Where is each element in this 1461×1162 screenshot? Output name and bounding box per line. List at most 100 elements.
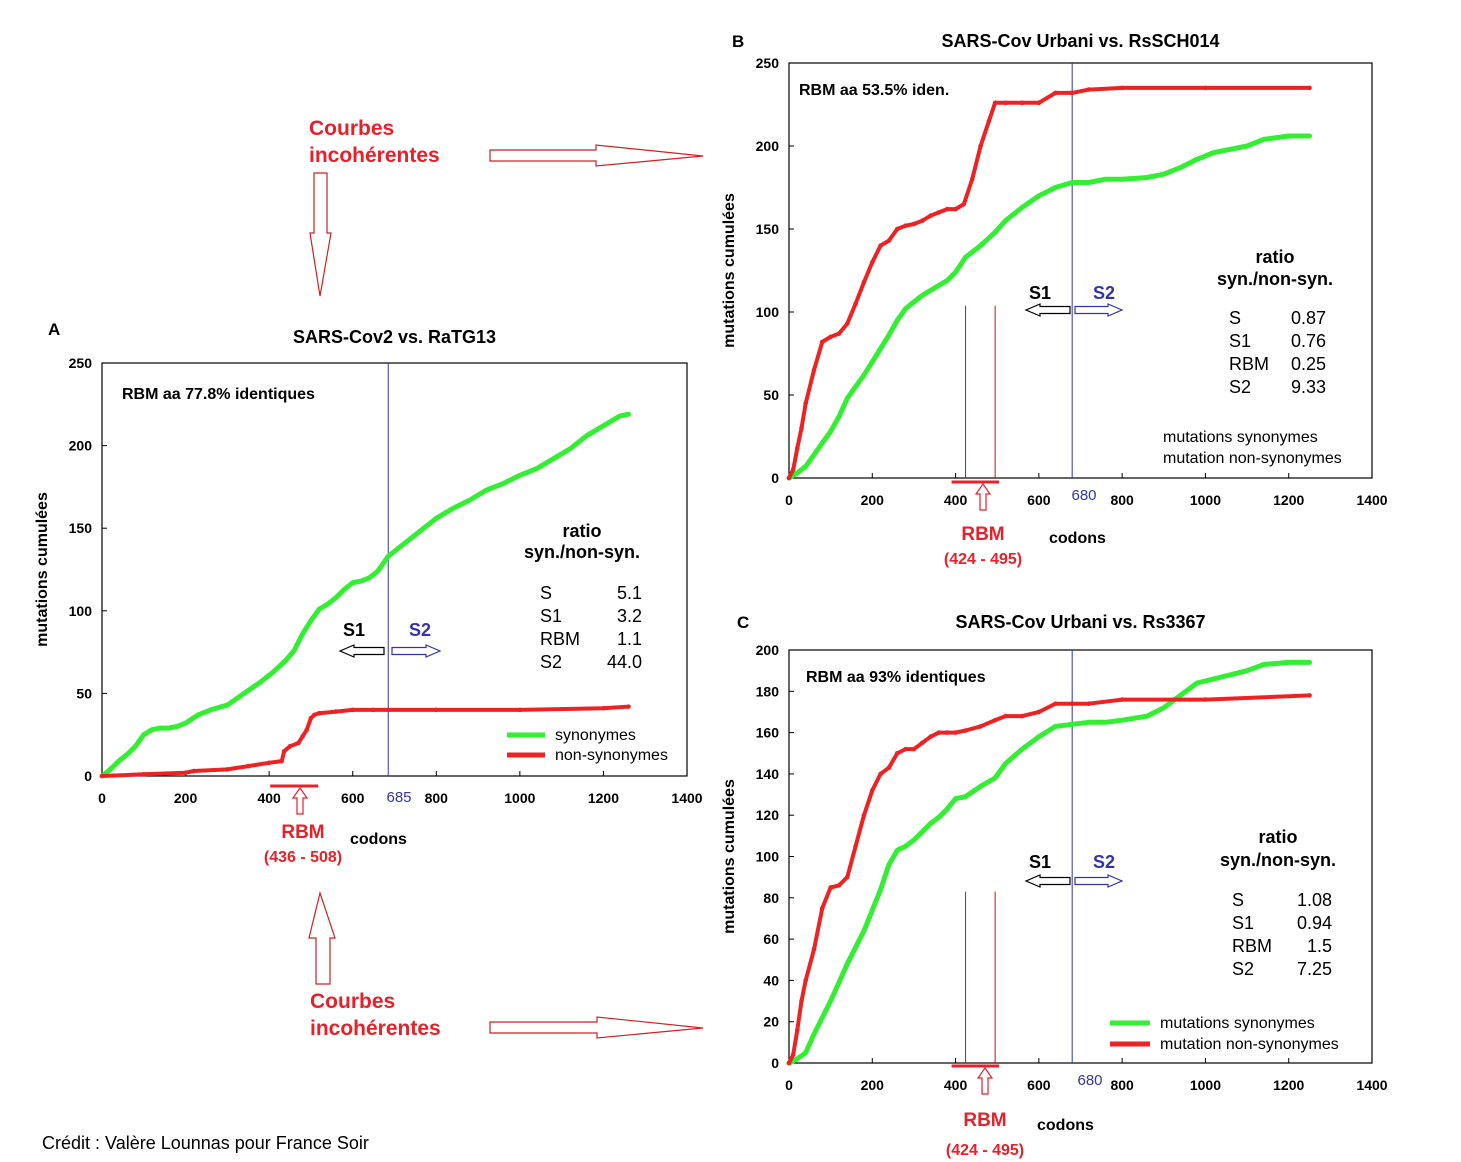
data-point (963, 794, 968, 799)
data-point (1019, 100, 1025, 106)
x-tick-label: 1200 (1273, 1077, 1304, 1093)
data-point (928, 288, 933, 293)
data-point (1036, 709, 1042, 715)
data-point (869, 359, 875, 365)
data-point (484, 487, 489, 493)
data-point (799, 425, 804, 431)
ratio-value: 3.2 (617, 606, 642, 626)
identity-note: RBM aa 77.8% identiques (122, 386, 315, 403)
data-point (820, 1015, 825, 1020)
y-tick-label: 80 (763, 890, 779, 906)
data-point (1286, 660, 1292, 665)
ratio-value: 0.94 (1297, 913, 1332, 933)
data-point (385, 553, 391, 559)
x-tick-label: 1200 (1273, 492, 1304, 508)
data-point (799, 998, 804, 1004)
data-point (1307, 660, 1312, 665)
data-point (886, 332, 892, 338)
data-point (803, 1050, 808, 1055)
data-point (919, 218, 925, 223)
data-point (1103, 719, 1108, 725)
y-tick-label: 160 (756, 725, 780, 741)
data-point (1036, 734, 1042, 740)
y-axis-label: mutations cumulées (721, 779, 738, 934)
arrow-down-icon (309, 172, 332, 297)
data-point (1178, 165, 1183, 170)
data-point (287, 743, 293, 749)
data-point (886, 238, 892, 243)
ratio-subtitle: syn./non-syn. (524, 542, 640, 562)
x-tick-label: 600 (341, 790, 365, 806)
data-point (308, 715, 314, 721)
data-point (853, 301, 858, 307)
panel-letter: A (48, 320, 60, 339)
data-point (861, 928, 867, 934)
data-point (820, 339, 825, 345)
series-line-synonymous (786, 659, 1312, 1066)
data-point (936, 730, 942, 735)
data-point (928, 734, 933, 740)
data-point (836, 414, 842, 419)
data-point (953, 269, 958, 275)
data-point (149, 727, 155, 733)
data-point (1228, 147, 1233, 152)
arrow-right-icon (391, 644, 442, 658)
data-point (986, 118, 992, 124)
data-point (894, 226, 900, 232)
data-point (1086, 180, 1092, 185)
legend-label: mutations synonymes (1163, 429, 1318, 446)
data-point (1261, 137, 1267, 142)
x-tick-label: 600 (1027, 1077, 1051, 1093)
x-tick-label: 1400 (671, 790, 702, 806)
s2-boundary-label: 680 (1077, 1072, 1102, 1089)
x-tick-label: 1000 (1190, 1077, 1221, 1093)
ratio-value: 7.25 (1297, 959, 1332, 979)
identity-note: RBM aa 53.5% iden. (799, 82, 949, 99)
data-point (1053, 701, 1058, 706)
legend-label: mutations synonymes (1160, 1015, 1315, 1032)
data-point (433, 515, 439, 521)
data-point (1307, 85, 1312, 91)
rbm-arrow-icon (291, 786, 309, 815)
data-point (99, 773, 105, 779)
data-point (271, 669, 276, 675)
data-point (300, 631, 305, 637)
data-point (1053, 90, 1058, 96)
ratio-value: 44.0 (607, 652, 642, 672)
ratio-name: RBM (1232, 936, 1272, 956)
data-point (795, 445, 800, 451)
data-point (944, 278, 950, 283)
ratio-name: S1 (540, 606, 562, 626)
y-tick-label: 0 (771, 1055, 779, 1071)
data-point (811, 947, 817, 952)
y-tick-label: 180 (756, 683, 780, 699)
y-tick-label: 140 (756, 766, 780, 782)
data-point (845, 321, 850, 326)
data-point (811, 1031, 817, 1037)
data-point (811, 367, 817, 373)
x-tick-label: 400 (944, 492, 968, 508)
rbm-range-label: (424 - 495) (946, 1142, 1024, 1159)
data-point (1178, 693, 1183, 698)
data-point (836, 883, 842, 888)
x-tick-label: 1400 (1356, 492, 1387, 508)
data-point (308, 618, 314, 624)
data-point (795, 470, 800, 476)
data-point (1053, 185, 1058, 190)
ratio-value: 0.25 (1291, 354, 1326, 374)
x-axis-label: codons (350, 831, 407, 848)
data-point (1144, 175, 1150, 180)
y-tick-label: 150 (756, 221, 780, 237)
x-tick-label: 400 (944, 1077, 968, 1093)
data-point (1194, 680, 1200, 686)
ratio-value: 0.87 (1291, 308, 1326, 328)
data-point (944, 730, 950, 735)
data-point (803, 978, 808, 983)
data-point (1019, 713, 1025, 719)
data-point (116, 758, 122, 764)
data-point (836, 331, 842, 336)
y-tick-label: 20 (763, 1014, 779, 1030)
data-point (878, 887, 883, 892)
rbm-label: RBM (963, 1110, 1006, 1131)
